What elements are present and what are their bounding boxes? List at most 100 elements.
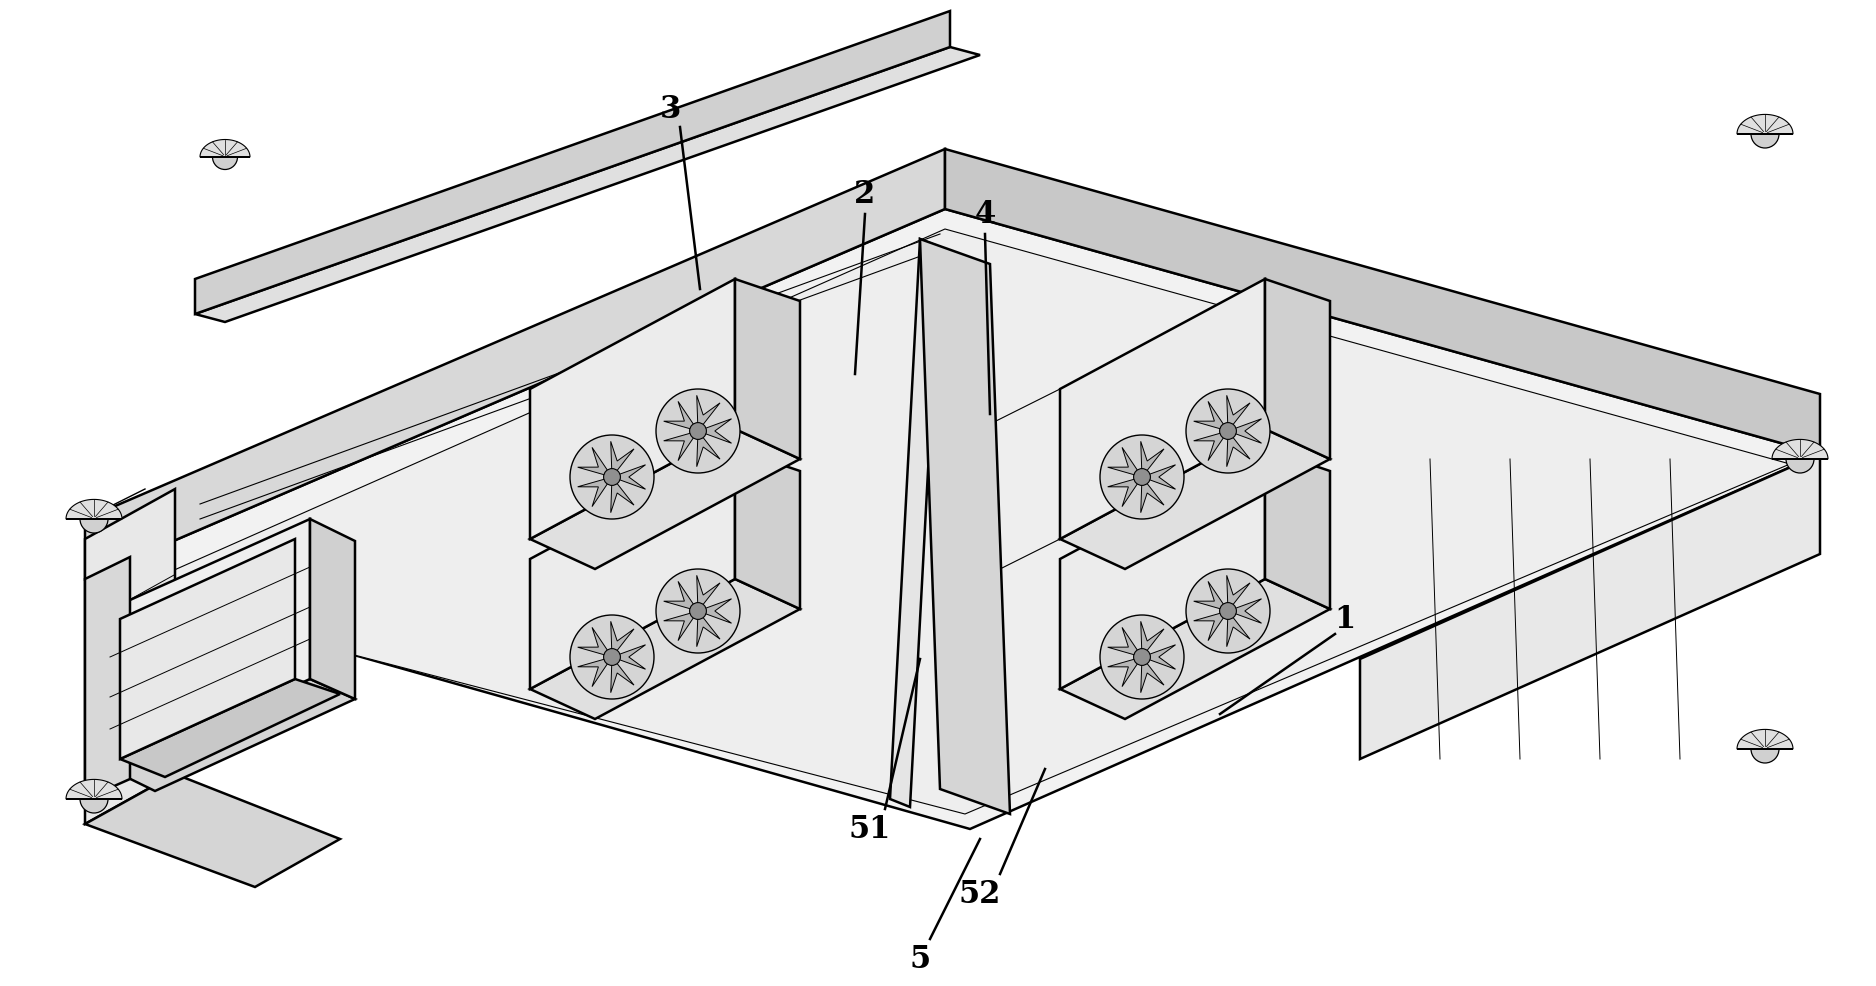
Circle shape bbox=[690, 603, 707, 620]
Polygon shape bbox=[1142, 465, 1176, 490]
Polygon shape bbox=[578, 628, 612, 658]
Polygon shape bbox=[696, 611, 720, 647]
Polygon shape bbox=[1141, 477, 1163, 513]
Text: 4: 4 bbox=[974, 199, 996, 231]
Polygon shape bbox=[1060, 580, 1330, 719]
Polygon shape bbox=[531, 450, 735, 689]
Polygon shape bbox=[612, 658, 634, 693]
Polygon shape bbox=[1193, 402, 1229, 432]
Polygon shape bbox=[531, 280, 735, 539]
Polygon shape bbox=[84, 489, 174, 824]
Polygon shape bbox=[1142, 645, 1176, 669]
Polygon shape bbox=[310, 520, 355, 699]
Polygon shape bbox=[531, 580, 799, 719]
Polygon shape bbox=[735, 450, 799, 609]
Polygon shape bbox=[664, 432, 698, 461]
Circle shape bbox=[1750, 736, 1778, 763]
Polygon shape bbox=[664, 582, 698, 611]
Polygon shape bbox=[735, 280, 799, 459]
Circle shape bbox=[81, 506, 109, 533]
Polygon shape bbox=[1773, 440, 1827, 459]
Polygon shape bbox=[1264, 280, 1330, 459]
Polygon shape bbox=[1141, 442, 1163, 477]
Circle shape bbox=[657, 389, 739, 473]
Polygon shape bbox=[195, 12, 949, 315]
Polygon shape bbox=[1193, 582, 1229, 611]
Polygon shape bbox=[1107, 448, 1142, 477]
Polygon shape bbox=[919, 240, 1009, 814]
Polygon shape bbox=[1737, 115, 1793, 135]
Text: 51: 51 bbox=[848, 813, 891, 845]
Polygon shape bbox=[111, 679, 355, 791]
Circle shape bbox=[570, 436, 655, 520]
Polygon shape bbox=[612, 645, 645, 669]
Polygon shape bbox=[612, 442, 634, 477]
Polygon shape bbox=[84, 150, 946, 580]
Circle shape bbox=[1133, 469, 1150, 486]
Polygon shape bbox=[664, 611, 698, 641]
Polygon shape bbox=[201, 140, 250, 158]
Polygon shape bbox=[578, 658, 612, 687]
Circle shape bbox=[657, 570, 739, 654]
Text: 52: 52 bbox=[959, 879, 1002, 909]
Polygon shape bbox=[696, 432, 720, 467]
Polygon shape bbox=[1227, 396, 1249, 432]
Polygon shape bbox=[120, 230, 1790, 814]
Polygon shape bbox=[1060, 280, 1264, 539]
Polygon shape bbox=[111, 520, 310, 769]
Polygon shape bbox=[84, 210, 1820, 829]
Polygon shape bbox=[578, 477, 612, 507]
Circle shape bbox=[81, 785, 109, 813]
Polygon shape bbox=[664, 402, 698, 432]
Polygon shape bbox=[1227, 611, 1249, 647]
Circle shape bbox=[1219, 603, 1236, 620]
Circle shape bbox=[1750, 121, 1778, 149]
Circle shape bbox=[212, 145, 238, 171]
Polygon shape bbox=[120, 679, 340, 777]
Circle shape bbox=[570, 615, 655, 699]
Polygon shape bbox=[1060, 430, 1330, 570]
Polygon shape bbox=[698, 419, 732, 444]
Circle shape bbox=[1219, 423, 1236, 440]
Polygon shape bbox=[195, 48, 979, 322]
Circle shape bbox=[1186, 570, 1270, 654]
Polygon shape bbox=[612, 477, 634, 513]
Text: 3: 3 bbox=[658, 95, 681, 125]
Polygon shape bbox=[698, 599, 732, 623]
Polygon shape bbox=[66, 780, 122, 800]
Polygon shape bbox=[66, 500, 122, 520]
Polygon shape bbox=[1107, 628, 1142, 658]
Polygon shape bbox=[578, 448, 612, 477]
Circle shape bbox=[1186, 389, 1270, 473]
Text: 1: 1 bbox=[1334, 603, 1356, 635]
Polygon shape bbox=[1107, 658, 1142, 687]
Polygon shape bbox=[696, 576, 720, 611]
Polygon shape bbox=[120, 539, 295, 759]
Polygon shape bbox=[1193, 432, 1229, 461]
Circle shape bbox=[604, 649, 621, 666]
Text: 2: 2 bbox=[854, 179, 876, 210]
Polygon shape bbox=[1227, 576, 1249, 611]
Polygon shape bbox=[1060, 450, 1264, 689]
Circle shape bbox=[1099, 436, 1184, 520]
Polygon shape bbox=[612, 465, 645, 490]
Polygon shape bbox=[84, 774, 340, 887]
Polygon shape bbox=[1737, 730, 1793, 749]
Circle shape bbox=[604, 469, 621, 486]
Polygon shape bbox=[531, 430, 799, 570]
Circle shape bbox=[690, 423, 707, 440]
Circle shape bbox=[1099, 615, 1184, 699]
Polygon shape bbox=[696, 396, 720, 432]
Polygon shape bbox=[1107, 477, 1142, 507]
Polygon shape bbox=[612, 622, 634, 658]
Polygon shape bbox=[1193, 611, 1229, 641]
Polygon shape bbox=[1264, 450, 1330, 609]
Polygon shape bbox=[1227, 432, 1249, 467]
Polygon shape bbox=[84, 557, 129, 800]
Polygon shape bbox=[1229, 419, 1261, 444]
Polygon shape bbox=[1141, 622, 1163, 658]
Circle shape bbox=[1133, 649, 1150, 666]
Polygon shape bbox=[889, 240, 940, 808]
Text: 5: 5 bbox=[910, 944, 930, 974]
Polygon shape bbox=[1141, 658, 1163, 693]
